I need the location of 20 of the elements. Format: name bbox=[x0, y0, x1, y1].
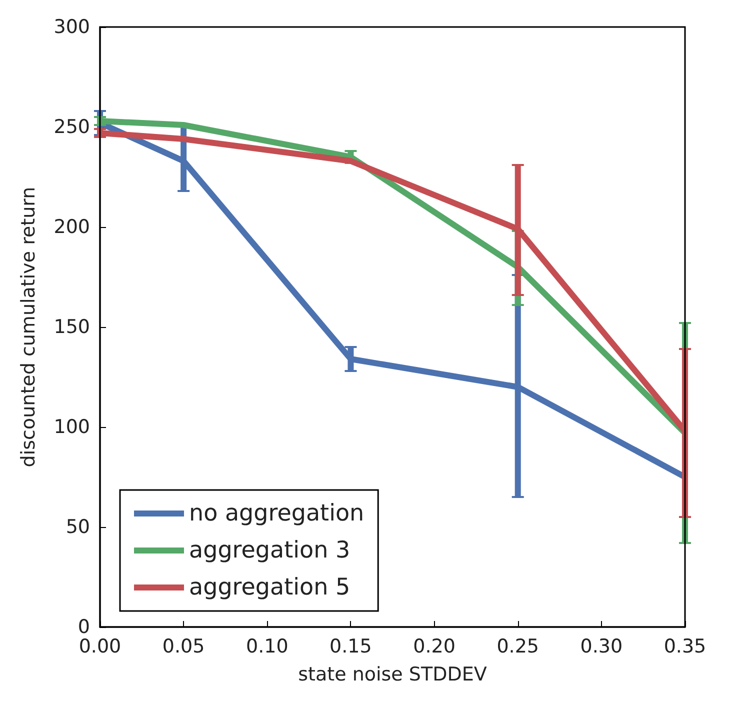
y-tick-label: 150 bbox=[54, 316, 90, 338]
x-tick-label: 0.15 bbox=[330, 636, 372, 658]
y-axis-title: discounted cumulative return bbox=[18, 186, 40, 468]
x-tick-label: 0.30 bbox=[580, 636, 623, 658]
legend-label: aggregation 5 bbox=[189, 574, 350, 600]
x-tick-label: 0.35 bbox=[664, 636, 706, 658]
y-tick-label: 100 bbox=[54, 416, 90, 438]
x-tick-label: 0.25 bbox=[496, 636, 540, 658]
x-tick-label: 0.05 bbox=[162, 636, 205, 658]
legend-label: no aggregation bbox=[189, 500, 364, 526]
legend-label: aggregation 3 bbox=[189, 538, 350, 564]
y-tick-label: 50 bbox=[66, 516, 90, 538]
y-tick-label: 250 bbox=[54, 116, 90, 138]
x-tick-label: 0.10 bbox=[246, 636, 288, 658]
x-tick-label: 0.20 bbox=[413, 636, 456, 658]
x-axis-title: state noise STDDEV bbox=[298, 664, 487, 686]
y-tick-label: 300 bbox=[54, 16, 90, 38]
x-tick-label: 0.00 bbox=[78, 636, 122, 658]
y-tick-label: 200 bbox=[54, 216, 90, 238]
y-tick-label: 0 bbox=[78, 616, 90, 638]
